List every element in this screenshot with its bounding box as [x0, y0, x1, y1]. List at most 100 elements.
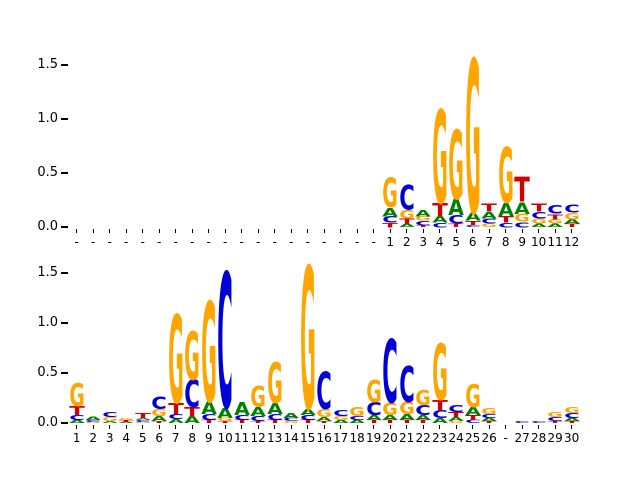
logo-letter-C: C: [399, 178, 415, 218]
logo-letter-T: T: [382, 222, 398, 229]
svg-text:G: G: [316, 406, 332, 419]
x-tick-label: 9: [518, 235, 526, 249]
logo-letter-G: G: [481, 223, 497, 228]
svg-text:T: T: [399, 419, 416, 424]
logo-letter-A: A: [531, 223, 547, 228]
logo-letter-C: C: [382, 323, 398, 423]
logo-letter-G: G: [69, 378, 85, 414]
x-tick-mark: [389, 425, 391, 429]
y-tick-mark: [61, 172, 68, 174]
logo-letter-T: T: [481, 202, 498, 214]
svg-text:T: T: [547, 212, 563, 221]
svg-text:A: A: [333, 419, 349, 424]
y-tick-label: 1.0: [37, 111, 58, 126]
x-tick-mark: [455, 425, 457, 429]
svg-text:A: A: [498, 200, 514, 221]
svg-text:C: C: [415, 403, 431, 418]
logo-letter-A: A: [465, 211, 481, 223]
svg-text:G: G: [333, 415, 349, 421]
logo-letter-A: A: [201, 399, 217, 418]
x-tick-mark: [224, 425, 226, 429]
svg-text:C: C: [135, 419, 151, 422]
svg-text:A: A: [300, 407, 316, 417]
svg-text:C: C: [382, 214, 398, 224]
svg-text:A: A: [201, 399, 217, 418]
svg-text:G: G: [547, 410, 563, 418]
logo-letter-A: A: [366, 413, 383, 421]
logo-letter-C: C: [547, 416, 563, 422]
logo-letter-C: C: [267, 412, 283, 422]
logo-letter-G: G: [267, 351, 283, 416]
x-tick-label: 23: [432, 431, 448, 445]
svg-text:A: A: [234, 398, 250, 419]
x-tick-mark: [125, 229, 127, 233]
x-tick-mark: [505, 425, 507, 429]
logo-letter-C: C: [531, 210, 547, 220]
y-tick-mark: [61, 322, 68, 324]
logo-letter-C: C: [481, 217, 497, 226]
svg-text:A: A: [267, 401, 283, 418]
logo-letter-T: T: [69, 404, 85, 418]
logo-letter-A: A: [135, 417, 151, 420]
svg-text:A: A: [366, 413, 383, 421]
logo-letter-T: T: [184, 405, 200, 419]
logo-letter-C: C: [531, 420, 547, 423]
x-tick-mark: [455, 229, 457, 233]
y-tick-label: 1.5: [37, 57, 58, 72]
svg-text:A: A: [316, 416, 332, 422]
logo-letter-C: C: [151, 394, 167, 413]
logo-letter-C: C: [201, 412, 217, 422]
svg-text:C: C: [564, 204, 580, 216]
svg-text:C: C: [415, 219, 431, 226]
svg-text:A: A: [168, 418, 184, 424]
logo-letter-C: C: [168, 412, 184, 420]
x-tick-label: 20: [382, 431, 398, 445]
logo-letter-A: A: [432, 214, 448, 224]
x-tick-label: -: [355, 235, 360, 249]
x-tick-label: 4: [435, 235, 444, 249]
svg-text:G: G: [184, 319, 200, 396]
svg-text:A: A: [465, 404, 481, 417]
svg-text:A: A: [547, 223, 563, 228]
logo-letter-G: G: [135, 422, 151, 424]
logo-letter-T: T: [366, 419, 383, 424]
svg-text:C: C: [151, 394, 167, 413]
svg-text:G: G: [465, 18, 481, 263]
x-tick-mark: [109, 425, 111, 429]
x-tick-mark: [439, 229, 441, 233]
x-tick-label: 2: [89, 431, 97, 445]
x-tick-mark: [109, 229, 111, 233]
svg-text:A: A: [184, 414, 200, 425]
y-tick-mark: [61, 422, 68, 424]
x-tick-mark: [290, 425, 292, 429]
logo-letter-T: T: [547, 420, 564, 423]
x-tick-mark: [323, 229, 325, 233]
x-tick-label: -: [74, 235, 79, 249]
x-tick-label: 6: [468, 235, 477, 249]
x-tick-label: 18: [349, 431, 365, 445]
x-tick-mark: [175, 229, 177, 233]
logo-letter-G: G: [382, 170, 398, 218]
svg-text:A: A: [399, 412, 415, 422]
x-tick-mark: [208, 425, 210, 429]
x-tick-label: -: [107, 235, 112, 249]
y-tick-label: 1.5: [37, 265, 58, 280]
svg-text:A: A: [432, 416, 449, 424]
x-tick-mark: [439, 425, 441, 429]
svg-text:C: C: [267, 412, 283, 422]
svg-text:C: C: [184, 374, 200, 417]
logo-letter-A: A: [234, 398, 250, 419]
y-tick-label: 0.5: [37, 365, 58, 380]
x-tick-label: 8: [188, 431, 196, 445]
svg-text:G: G: [349, 405, 365, 419]
x-tick-mark: [142, 229, 144, 233]
x-tick-label: 7: [485, 235, 493, 249]
x-tick-mark: [406, 229, 408, 233]
x-tick-label: 6: [155, 431, 163, 445]
svg-text:T: T: [465, 413, 481, 421]
logo-letter-G: G: [118, 417, 134, 420]
logo-letter-T: T: [135, 411, 151, 419]
svg-text:T: T: [399, 217, 415, 226]
logo-letter-T: T: [465, 219, 481, 226]
